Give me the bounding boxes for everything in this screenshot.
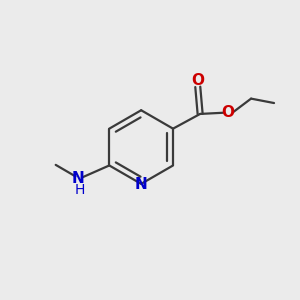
Text: N: N (72, 171, 85, 186)
Text: O: O (191, 74, 204, 88)
Text: N: N (135, 177, 148, 192)
Text: H: H (74, 183, 85, 197)
Text: O: O (222, 105, 235, 120)
